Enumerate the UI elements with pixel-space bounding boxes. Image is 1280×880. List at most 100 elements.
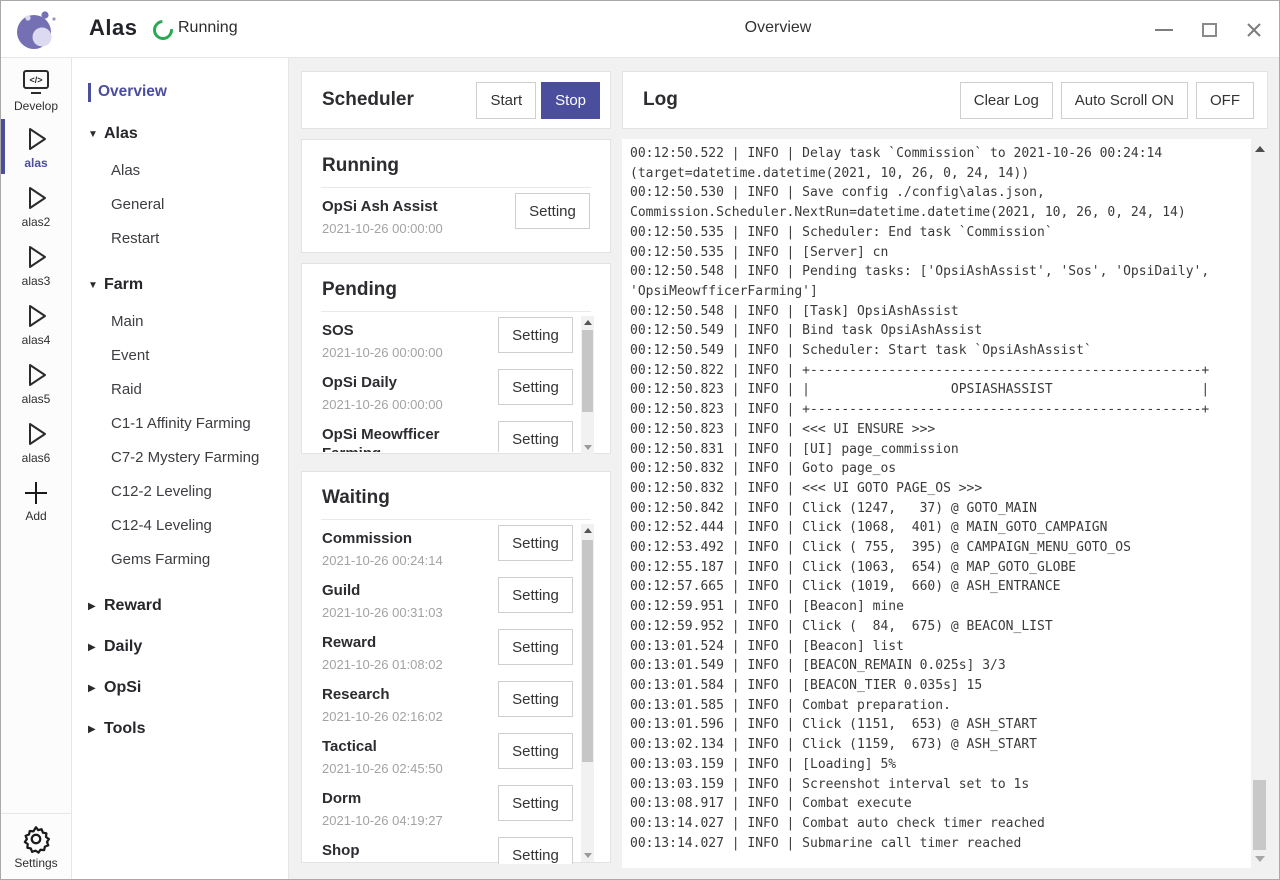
nav-item-c1-1-affinity-farming[interactable]: C1-1 Affinity Farming	[111, 414, 251, 432]
nav-item-raid[interactable]: Raid	[111, 380, 142, 398]
log-line: 00:12:50.548 | INFO | [Task] OpsiAshAssi…	[630, 303, 959, 319]
alas-logo-icon	[17, 11, 56, 49]
nav-item-c12-2-leveling[interactable]: C12-2 Leveling	[111, 482, 212, 500]
task-name: Tactical	[322, 738, 377, 755]
nav-group-tools[interactable]: ▶ Tools	[88, 718, 288, 740]
play-triangle-icon	[29, 245, 46, 268]
maximize-icon[interactable]	[1200, 21, 1218, 39]
minimize-icon[interactable]	[1155, 21, 1173, 39]
task-name: Shop	[322, 842, 360, 859]
task-next-run-time: 2021-10-26 00:00:00	[322, 221, 443, 236]
log-line: 00:12:50.823 | INFO | +-----------------…	[630, 402, 1210, 418]
task-row: Reward 2021-10-26 01:08:02 Setting	[302, 624, 610, 676]
task-name: Dorm	[322, 790, 362, 807]
nav-group-daily[interactable]: ▶ Daily	[88, 636, 288, 658]
rail-instance-label: alas4	[21, 332, 51, 347]
task-next-run-time: 2021-10-26 04:19:27	[322, 813, 443, 828]
log-line: 00:13:01.596 | INFO | Click (1151, 653) …	[630, 717, 1037, 733]
start-button[interactable]: Start	[476, 81, 537, 119]
rail-item-alas6[interactable]: alas6	[1, 412, 71, 471]
task-row: Shop Setting	[302, 832, 610, 864]
nav-item-event[interactable]: Event	[111, 346, 150, 364]
nav-group-opsi[interactable]: ▶ OpSi	[88, 677, 288, 699]
scroll-up-icon[interactable]	[581, 316, 594, 329]
nav-menu: Overview ▼ Alas Alas General Restart ▼ Farm Mai…	[72, 58, 289, 879]
rail-item-alas2[interactable]: alas2	[1, 176, 71, 235]
scroll-down-icon[interactable]	[581, 849, 594, 862]
task-row: SOS 2021-10-26 00:00:00 Setting	[302, 312, 610, 364]
rail-item-alas5[interactable]: alas5	[1, 353, 71, 412]
stop-button[interactable]: Stop	[541, 81, 600, 119]
setting-button[interactable]: Setting	[498, 421, 573, 452]
page-title: Overview	[744, 19, 812, 36]
rail-item-add[interactable]: Add	[1, 471, 71, 530]
log-scrollbar-thumb[interactable]	[1253, 780, 1266, 850]
nav-item-overview[interactable]: Overview	[88, 80, 288, 104]
setting-button[interactable]: Setting	[498, 317, 573, 353]
close-icon[interactable]	[1245, 21, 1263, 39]
setting-button[interactable]: Setting	[515, 193, 590, 229]
log-line: 00:12:50.548 | INFO | Pending tasks: ['O…	[630, 264, 1210, 280]
task-next-run-time: 2021-10-26 02:45:50	[322, 761, 443, 776]
pending-list: SOS 2021-10-26 00:00:00 Setting OpSi Daily 2…	[302, 312, 610, 452]
setting-button[interactable]: Setting	[498, 629, 573, 665]
setting-button[interactable]: Setting	[498, 785, 573, 821]
nav-item-main[interactable]: Main	[111, 312, 144, 330]
waiting-panel: Waiting Commission 2021-10-26 00:24:14 Set…	[301, 471, 611, 864]
scroll-up-icon[interactable]	[581, 524, 594, 537]
pending-title: Pending	[322, 279, 397, 300]
log-line: 00:13:14.027 | INFO | Submarine call tim…	[630, 835, 1022, 851]
setting-button[interactable]: Setting	[498, 837, 573, 864]
auto-scroll-on-button[interactable]: Auto Scroll ON	[1060, 81, 1188, 119]
log-line: 00:13:02.134 | INFO | Click (1159, 673) …	[630, 737, 1037, 753]
rail-item-settings[interactable]: Settings	[1, 813, 71, 879]
task-name: SOS	[322, 322, 354, 339]
pending-panel: Pending SOS 2021-10-26 00:00:00 Setting OpS…	[301, 263, 611, 454]
task-next-run-time: 2021-10-26 00:24:14	[322, 553, 443, 568]
nav-group-farm[interactable]: ▼ Farm	[88, 274, 288, 296]
rail-item-develop[interactable]: </> Develop	[1, 58, 71, 117]
auto-scroll-off-button[interactable]: OFF	[1196, 81, 1254, 119]
rail-instances: alas alas2 alas3 alas4 alas5 alas6	[1, 117, 71, 471]
nav-overview-label: Overview	[98, 83, 167, 100]
setting-button[interactable]: Setting	[498, 681, 573, 717]
nav-groups: ▼ Alas Alas General Restart ▼ Farm Main Event Rai…	[72, 123, 288, 740]
setting-button[interactable]: Setting	[498, 733, 573, 769]
nav-item-alas[interactable]: Alas	[111, 161, 141, 179]
waiting-scrollbar	[581, 524, 594, 862]
scroll-down-icon[interactable]	[1251, 850, 1268, 867]
rail-item-alas4[interactable]: alas4	[1, 294, 71, 353]
task-next-run-time: 2021-10-26 01:08:02	[322, 657, 443, 672]
rail-item-alas3[interactable]: alas3	[1, 235, 71, 294]
scroll-up-icon[interactable]	[1251, 140, 1268, 157]
task-name: OpSi Daily	[322, 374, 398, 391]
waiting-scrollbar-thumb[interactable]	[582, 540, 593, 762]
log-line: 00:12:50.823 | INFO | <<< UI ENSURE >>>	[630, 421, 936, 437]
nav-group-reward[interactable]: ▶ Reward	[88, 595, 288, 617]
play-triangle-icon	[29, 186, 46, 209]
task-name: OpSi Ash Assist	[322, 198, 438, 215]
log-line: (target=datetime.datetime(2021, 10, 26, …	[630, 165, 1030, 181]
play-triangle-icon	[29, 304, 46, 327]
nav-item-c12-4-leveling[interactable]: C12-4 Leveling	[111, 516, 212, 534]
setting-button[interactable]: Setting	[498, 525, 573, 561]
gear-icon	[23, 825, 50, 854]
rail-label-add: Add	[25, 508, 47, 523]
pending-scrollbar-thumb[interactable]	[582, 330, 593, 412]
clear-log-button[interactable]: Clear Log	[959, 81, 1053, 119]
rail-instance-label: alas5	[21, 391, 51, 406]
scroll-down-icon[interactable]	[581, 441, 594, 454]
scheduler-panel: Scheduler Start Stop	[301, 71, 611, 129]
setting-button[interactable]: Setting	[498, 369, 573, 405]
log-line: 00:13:14.027 | INFO | Combat auto check …	[630, 815, 1045, 831]
nav-group-alas[interactable]: ▼ Alas	[88, 123, 288, 145]
log-scrollbar	[1251, 139, 1268, 868]
setting-button[interactable]: Setting	[498, 577, 573, 613]
nav-item-gems-farming[interactable]: Gems Farming	[111, 550, 211, 568]
rail-item-alas[interactable]: alas	[1, 117, 71, 176]
nav-item-restart[interactable]: Restart	[111, 229, 160, 247]
nav-item-general[interactable]: General	[111, 195, 165, 213]
app-title: Alas	[89, 15, 138, 40]
nav-item-c7-2-mystery-farming[interactable]: C7-2 Mystery Farming	[111, 448, 260, 466]
